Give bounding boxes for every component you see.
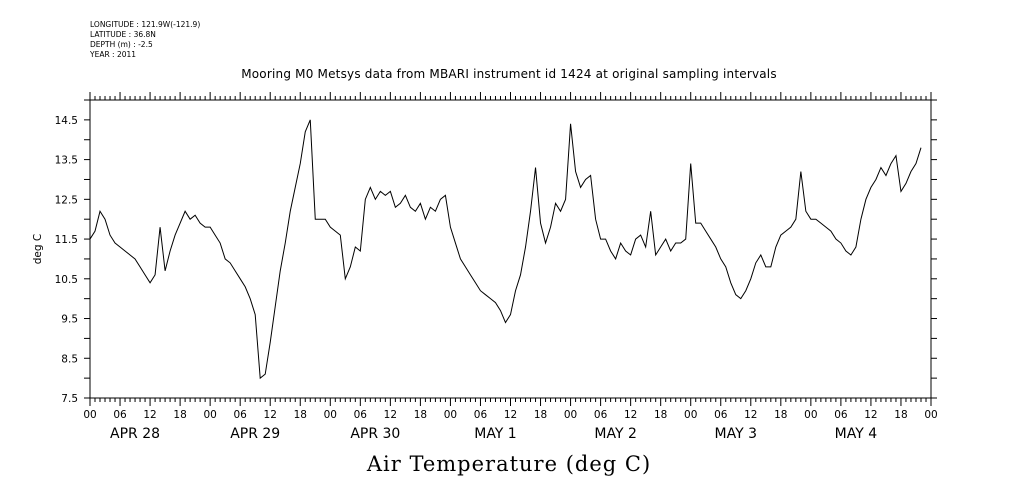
series-line-air-temperature — [89, 119, 922, 380]
x-tick-label: 12 — [264, 409, 277, 421]
x-tick-label: 18 — [654, 409, 667, 421]
x-tick-label: 00 — [203, 409, 216, 421]
x-tick-label: 06 — [113, 409, 127, 421]
x-tick-label: 18 — [534, 409, 547, 421]
longitude-text: LONGITUDE : 121.9W(-121.9) — [90, 20, 201, 29]
x-tick-label: 00 — [444, 409, 457, 421]
day-label: MAY 1 — [474, 426, 516, 442]
x-tick-label: 00 — [804, 409, 817, 421]
day-label: MAY 3 — [715, 426, 757, 442]
mooring-metadata: LONGITUDE : 121.9W(-121.9) LATITUDE : 36… — [90, 20, 200, 60]
day-label: MAY 4 — [835, 426, 878, 442]
y-axis-label: deg C — [32, 234, 44, 264]
x-tick-label: 06 — [474, 409, 488, 421]
latitude-text: LATITUDE : 36.8N — [90, 30, 156, 39]
x-tick-label: 00 — [684, 409, 697, 421]
x-tick-label: 12 — [864, 409, 877, 421]
year-text: YEAR : 2011 — [90, 50, 137, 59]
x-tick-label: 12 — [624, 409, 637, 421]
x-tick-label: 18 — [173, 409, 186, 421]
x-tick-label: 00 — [564, 409, 577, 421]
y-tick-label: 14.5 — [55, 115, 78, 127]
day-label: APR 30 — [350, 426, 400, 442]
day-label: APR 29 — [230, 426, 280, 442]
x-tick-label: 12 — [504, 409, 517, 421]
y-tick-label: 13.5 — [55, 155, 78, 167]
depth-text: DEPTH (m) : -2.5 — [90, 40, 153, 49]
plot-frame — [89, 99, 932, 399]
x-tick-label: 06 — [834, 409, 848, 421]
x-tick-label: 12 — [744, 409, 757, 421]
day-label: MAY 2 — [594, 426, 636, 442]
y-tick-label: 12.5 — [55, 194, 78, 206]
y-tick-label: 9.5 — [61, 314, 78, 326]
x-tick-label: 18 — [414, 409, 427, 421]
x-tick-label: 06 — [714, 409, 728, 421]
x-tick-label: 12 — [143, 409, 156, 421]
x-tick-label: 06 — [594, 409, 608, 421]
day-label: APR 28 — [110, 426, 160, 442]
x-tick-label: 00 — [83, 409, 96, 421]
x-tick-label: 00 — [924, 409, 937, 421]
x-tick-label: 12 — [384, 409, 397, 421]
x-tick-label: 00 — [324, 409, 337, 421]
x-axis-title: Air Temperature (deg C) — [366, 452, 652, 476]
x-tick-label: 06 — [354, 409, 368, 421]
x-tick-label: 18 — [294, 409, 307, 421]
x-tick-label: 06 — [233, 409, 247, 421]
x-tick-label: 18 — [774, 409, 787, 421]
y-tick-label: 7.5 — [61, 393, 78, 405]
y-tick-label: 11.5 — [55, 234, 78, 246]
y-tick-label: 8.5 — [61, 353, 78, 365]
x-tick-label: 18 — [894, 409, 907, 421]
y-tick-label: 10.5 — [55, 274, 78, 286]
chart-title: Mooring M0 Metsys data from MBARI instru… — [241, 67, 777, 81]
